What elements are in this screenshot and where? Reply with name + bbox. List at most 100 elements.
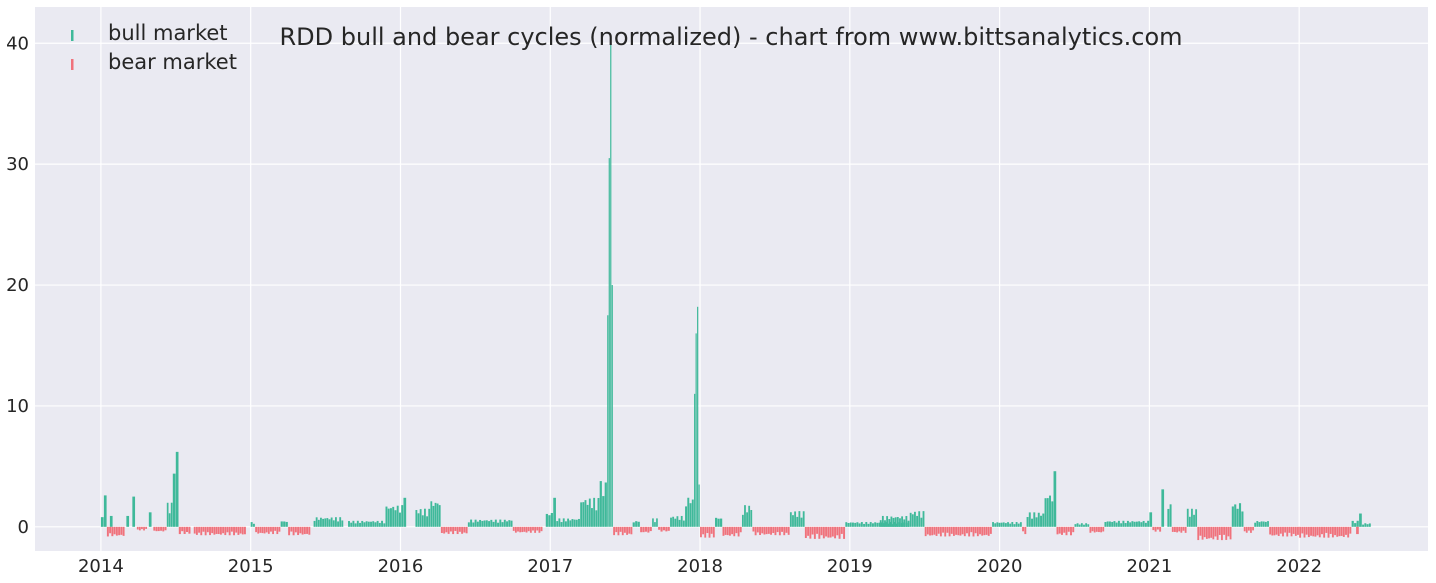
bull-market-bar: [896, 517, 899, 527]
bear-market-bar: [942, 526, 944, 533]
bear-market-bar: [1022, 526, 1025, 532]
bear-market-bar: [1061, 526, 1063, 535]
bull-market-bar: [320, 517, 322, 527]
bear-market-bar: [983, 526, 986, 536]
bull-market-bar: [1231, 506, 1234, 527]
bull-market-bar: [800, 517, 803, 527]
bull-market-bar: [569, 520, 572, 527]
bear-market-bar: [1216, 526, 1219, 540]
bear-market-bar: [1229, 526, 1232, 540]
y-tick-label: 10: [6, 396, 29, 417]
bull-market-bar: [1167, 508, 1170, 527]
bull-market-bar: [172, 473, 176, 527]
bull-market-bar: [1122, 520, 1125, 527]
bull-market-bar: [1254, 522, 1257, 527]
bear-market-bar: [160, 526, 163, 531]
bull-market-bar: [426, 516, 428, 527]
bear-market-bar: [288, 526, 291, 536]
bear-market-bar: [1312, 526, 1315, 537]
bull-market-bar: [656, 518, 658, 527]
bull-market-bar: [372, 521, 375, 527]
bear-market-bar: [778, 526, 781, 536]
bear-market-bar: [970, 526, 973, 533]
bull-market-bar: [1356, 520, 1359, 527]
bear-market-bar: [449, 526, 452, 532]
bull-market-bar: [1368, 523, 1371, 527]
bear-market-bar: [111, 526, 114, 537]
legend-label-bear: bear market: [108, 50, 237, 74]
bear-market-bar: [1065, 526, 1068, 536]
bull-market-bar: [438, 505, 441, 527]
bear-market-bar: [1305, 526, 1308, 535]
bear-market-bar: [621, 526, 624, 536]
y-axis-ticks: 0 10 20 30 40: [6, 33, 29, 538]
bear-market-bar: [809, 526, 812, 539]
bear-market-bar: [153, 526, 156, 531]
bull-market-bar: [1241, 511, 1244, 527]
bull-market-bar: [586, 504, 589, 527]
bear-market-bar: [213, 526, 216, 535]
bear-market-bar: [972, 526, 975, 537]
bear-market-bar: [726, 526, 729, 536]
bull-market-bar: [488, 521, 491, 527]
bull-market-bar: [1040, 515, 1043, 527]
bear-market-bar: [215, 526, 218, 534]
bear-market-bar: [1197, 526, 1200, 541]
bull-market-bar: [550, 512, 553, 527]
bull-market-bar: [1354, 523, 1357, 527]
bull-market-bar: [553, 497, 556, 527]
bear-market-bar: [534, 526, 537, 533]
bull-market-bar: [888, 519, 891, 527]
bear-market-bar: [274, 526, 277, 531]
bear-market-bar: [658, 526, 661, 530]
bear-market-bar: [1327, 526, 1330, 538]
bear-market-bar: [772, 526, 775, 534]
bear-market-bar: [1184, 526, 1187, 533]
bear-market-bar: [1072, 526, 1075, 533]
bear-market-bar: [961, 526, 964, 535]
bull-market-bar: [436, 503, 439, 527]
bull-market-bar: [510, 520, 513, 527]
bear-market-bar: [538, 526, 541, 533]
bull-market-bar: [1258, 522, 1261, 527]
bull-market-bar: [689, 503, 692, 527]
bull-market-bar: [715, 517, 718, 527]
bear-market-bar: [198, 526, 201, 533]
bear-market-bar: [1098, 526, 1100, 533]
bear-market-bar: [628, 526, 631, 534]
bull-market-bar: [1035, 517, 1038, 527]
bull-market-bar: [593, 497, 596, 527]
bull-market-bar: [894, 517, 897, 527]
bull-market-bar: [490, 519, 493, 527]
bear-market-bar: [827, 526, 830, 538]
bull-market-bar: [1169, 504, 1172, 527]
bull-market-bar: [575, 519, 578, 527]
bull-market-bar: [1051, 501, 1054, 527]
x-tick-label: 2014: [78, 556, 124, 577]
bull-market-bar: [582, 502, 585, 527]
bull-market-bar: [611, 285, 613, 527]
bear-market-bar: [1208, 526, 1210, 539]
bear-market-bar: [763, 526, 766, 535]
bear-market-bar: [188, 526, 191, 534]
bull-market-bar: [175, 451, 179, 527]
y-tick-label: 40: [6, 33, 29, 54]
bull-market-bar: [545, 513, 548, 527]
bull-market-bar: [1000, 522, 1003, 527]
bear-market-bar: [265, 526, 268, 533]
bear-market-bar: [1223, 526, 1226, 535]
bull-market-bar: [394, 510, 397, 527]
x-tick-label: 2019: [827, 556, 873, 577]
bull-market-bar: [332, 520, 335, 527]
bull-market-bar: [1129, 522, 1132, 527]
bull-market-bar: [361, 520, 364, 527]
bear-market-bar: [241, 526, 244, 535]
bear-market-bar: [1205, 526, 1208, 539]
bull-market-bar: [994, 523, 997, 527]
bull-market-bar: [467, 522, 470, 527]
bear-market-bar: [829, 526, 832, 538]
bull-market-bar: [1144, 522, 1147, 527]
bull-market-bar: [1126, 520, 1129, 527]
bull-market-bar: [492, 521, 495, 527]
bull-market-bar: [867, 523, 870, 527]
